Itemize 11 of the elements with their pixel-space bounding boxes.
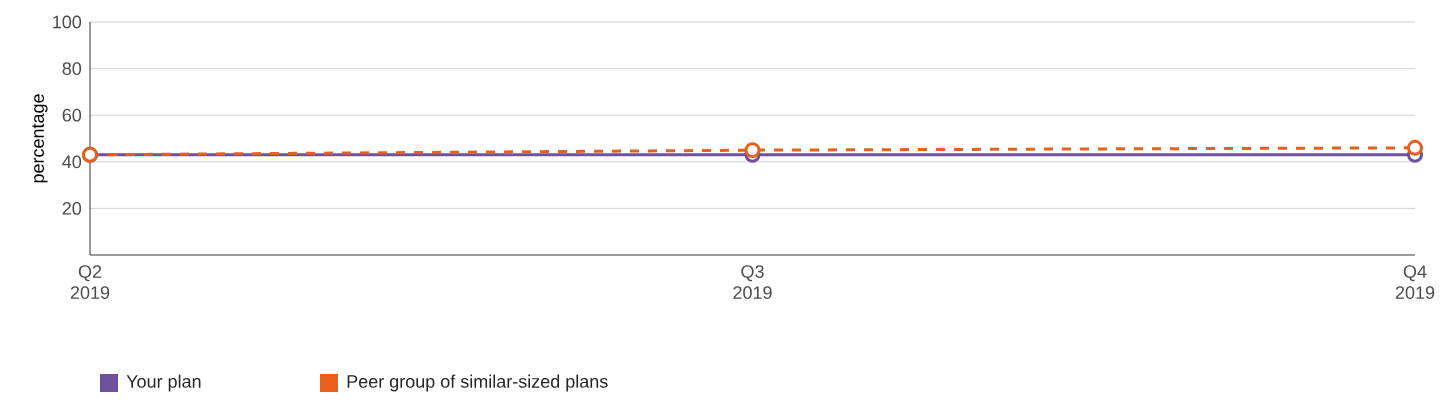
y-tick-label: 40 [62, 155, 82, 169]
y-tick-label: 20 [62, 202, 82, 215]
y-axis-title: percentage [32, 94, 48, 183]
y-tick-label: 80 [62, 62, 82, 75]
x-tick-label: Q3 2019 [733, 265, 772, 299]
y-tick-label: 100 [53, 15, 82, 29]
legend-label: Your plan [126, 374, 201, 392]
x-tick-label: Q2 2019 [70, 265, 110, 299]
x-tick-label: Q4 2019 [1395, 265, 1435, 299]
legend-label: Peer group of similar-sized plans [347, 374, 608, 392]
y-tick-label: 60 [62, 108, 82, 122]
